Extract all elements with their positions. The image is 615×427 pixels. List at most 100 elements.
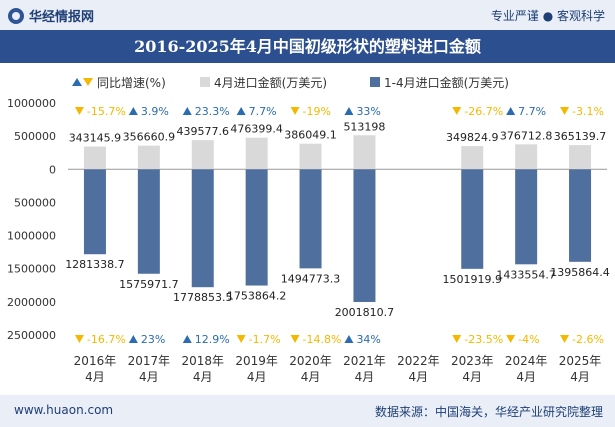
x-tick-label-year: 2019年 [235,354,278,368]
x-tick-label-month: 4月 [85,370,105,384]
growth-cumulative-label: -4% [518,333,539,346]
bar-april-value-label: 376712.8 [500,129,553,142]
x-tick-label-year: 2020年 [289,354,332,368]
brand-name: 华经情报网 [29,10,95,25]
x-tick-label-month: 4月 [193,370,213,384]
x-tick-label-year: 2016年 [74,354,117,368]
bar-april [299,143,322,170]
bar-april-value-label: 343145.9 [69,132,122,145]
legend-april-swatch [200,77,210,87]
bar-cumulative [299,169,322,269]
bar-april-value-label: 476399.4 [230,123,283,136]
y-tick-label: 2500000 [7,329,56,342]
bar-april-value-label: 365139.7 [554,130,607,143]
bar-cumulative [569,169,592,262]
bar-cumulative-value-label: 2001810.7 [335,306,395,319]
y-tick-label: 500000 [14,196,56,209]
x-tick-label-month: 4月 [516,370,536,384]
x-tick-label-year: 2024年 [505,354,548,368]
bar-april [191,140,214,170]
bar-cumulative [515,169,538,265]
x-tick-label-month: 4月 [247,370,267,384]
growth-cumulative-down-marker [452,335,462,343]
x-tick-label-month: 4月 [570,370,590,384]
x-tick-label-month: 4月 [409,370,429,384]
bar-april [353,135,376,170]
bar-cumulative [461,169,484,269]
bar-april [569,145,592,170]
website-link[interactable]: www.huaon.com [14,403,114,417]
bar-cumulative-value-label: 1494773.3 [281,272,341,285]
growth-cumulative-label: 12.9% [195,333,230,346]
site-header: 华经情报网 专业严谨 ● 客观科学 [0,0,615,30]
growth-april-up-marker [344,107,354,115]
bar-april-value-label: 386049.1 [284,129,337,142]
bar-cumulative-value-label: 1753864.2 [227,290,287,303]
growth-april-up-marker [128,107,138,115]
growth-april-label: 3.9% [141,105,169,118]
growth-cumulative-down-marker [560,335,570,343]
growth-cumulative-down-marker [74,335,84,343]
growth-april-label: -3.1% [572,105,604,118]
y-tick-label: 1000000 [7,230,56,243]
x-tick-label-month: 4月 [462,370,482,384]
growth-april-label: -26.7% [464,105,503,118]
growth-cumulative-up-marker [344,335,354,343]
growth-april-label: 7.7% [249,105,277,118]
bar-chart: 同比增速(%) 4月进口金额(万美元) 1-4月进口金额(万美元) 1000000 50… [7,75,610,384]
y-tick-label: 500000 [14,130,56,143]
growth-april-down-marker [290,107,300,115]
growth-april-label: -15.7% [87,105,126,118]
y-tick-label: 2000000 [7,296,56,309]
growth-april-label: -19% [303,105,331,118]
bar-april [83,146,106,170]
x-tick-label-year: 2017年 [128,354,171,368]
bar-cumulative-value-label: 1575971.7 [119,278,179,291]
bar-april-value-label: 513198 [343,120,385,133]
x-tick-label-year: 2021年 [343,354,386,368]
bar-cumulative-value-label: 1778853.5 [173,291,233,304]
bar-april [515,144,538,170]
growth-cumulative-label: 23% [141,333,165,346]
y-tick-label: 1000000 [7,97,56,110]
x-tick-label-month: 4月 [301,370,321,384]
data-source: 数据来源：中国海关，华经产业研究院整理 [374,405,603,419]
legend-cumulative-swatch [370,77,380,87]
growth-cumulative-down-marker [506,335,516,343]
bar-cumulative-value-label: 1433554.7 [496,268,556,281]
growth-cumulative-down-marker [236,335,246,343]
growth-april-up-marker [182,107,192,115]
legend-april-label: 4月进口金额(万美元) [214,75,327,90]
legend-cumulative-label: 1-4月进口金额(万美元) [384,75,509,90]
growth-cumulative-up-marker [128,335,138,343]
growth-april-up-marker [236,107,246,115]
legend-growth-down-marker [83,78,93,86]
growth-april-down-marker [74,107,84,115]
bar-cumulative-value-label: 1281338.7 [65,258,125,271]
growth-cumulative-label: -2.6% [572,333,604,346]
x-tick-label-year: 2018年 [181,354,224,368]
bar-april [245,137,268,170]
bar-cumulative [191,169,214,288]
growth-april-label: 33% [356,105,380,118]
bar-cumulative [245,169,268,286]
x-tick-label-year: 2023年 [451,354,494,368]
growth-cumulative-up-marker [182,335,192,343]
bar-april [461,146,484,170]
growth-april-label: 7.7% [518,105,546,118]
growth-cumulative-label: -23.5% [464,333,503,346]
chart-title: 2016-2025年4月中国初级形状的塑料进口金额 [0,30,615,63]
legend-growth-up-marker [72,78,82,86]
growth-cumulative-label: -14.8% [303,333,342,346]
bar-cumulative-value-label: 1501919.9 [443,273,503,286]
bar-cumulative [83,169,106,255]
x-tick-label-year: 2022年 [397,354,440,368]
brand[interactable]: 华经情报网 [8,6,94,25]
x-tick-label-month: 4月 [355,370,375,384]
bar-april [137,145,160,170]
growth-cumulative-label: 34% [356,333,380,346]
growth-cumulative-label: -16.7% [87,333,126,346]
tagline: 专业严谨 ● 客观科学 [490,9,605,23]
growth-april-label: 23.3% [195,105,230,118]
x-tick-label-year: 2025年 [559,354,602,368]
